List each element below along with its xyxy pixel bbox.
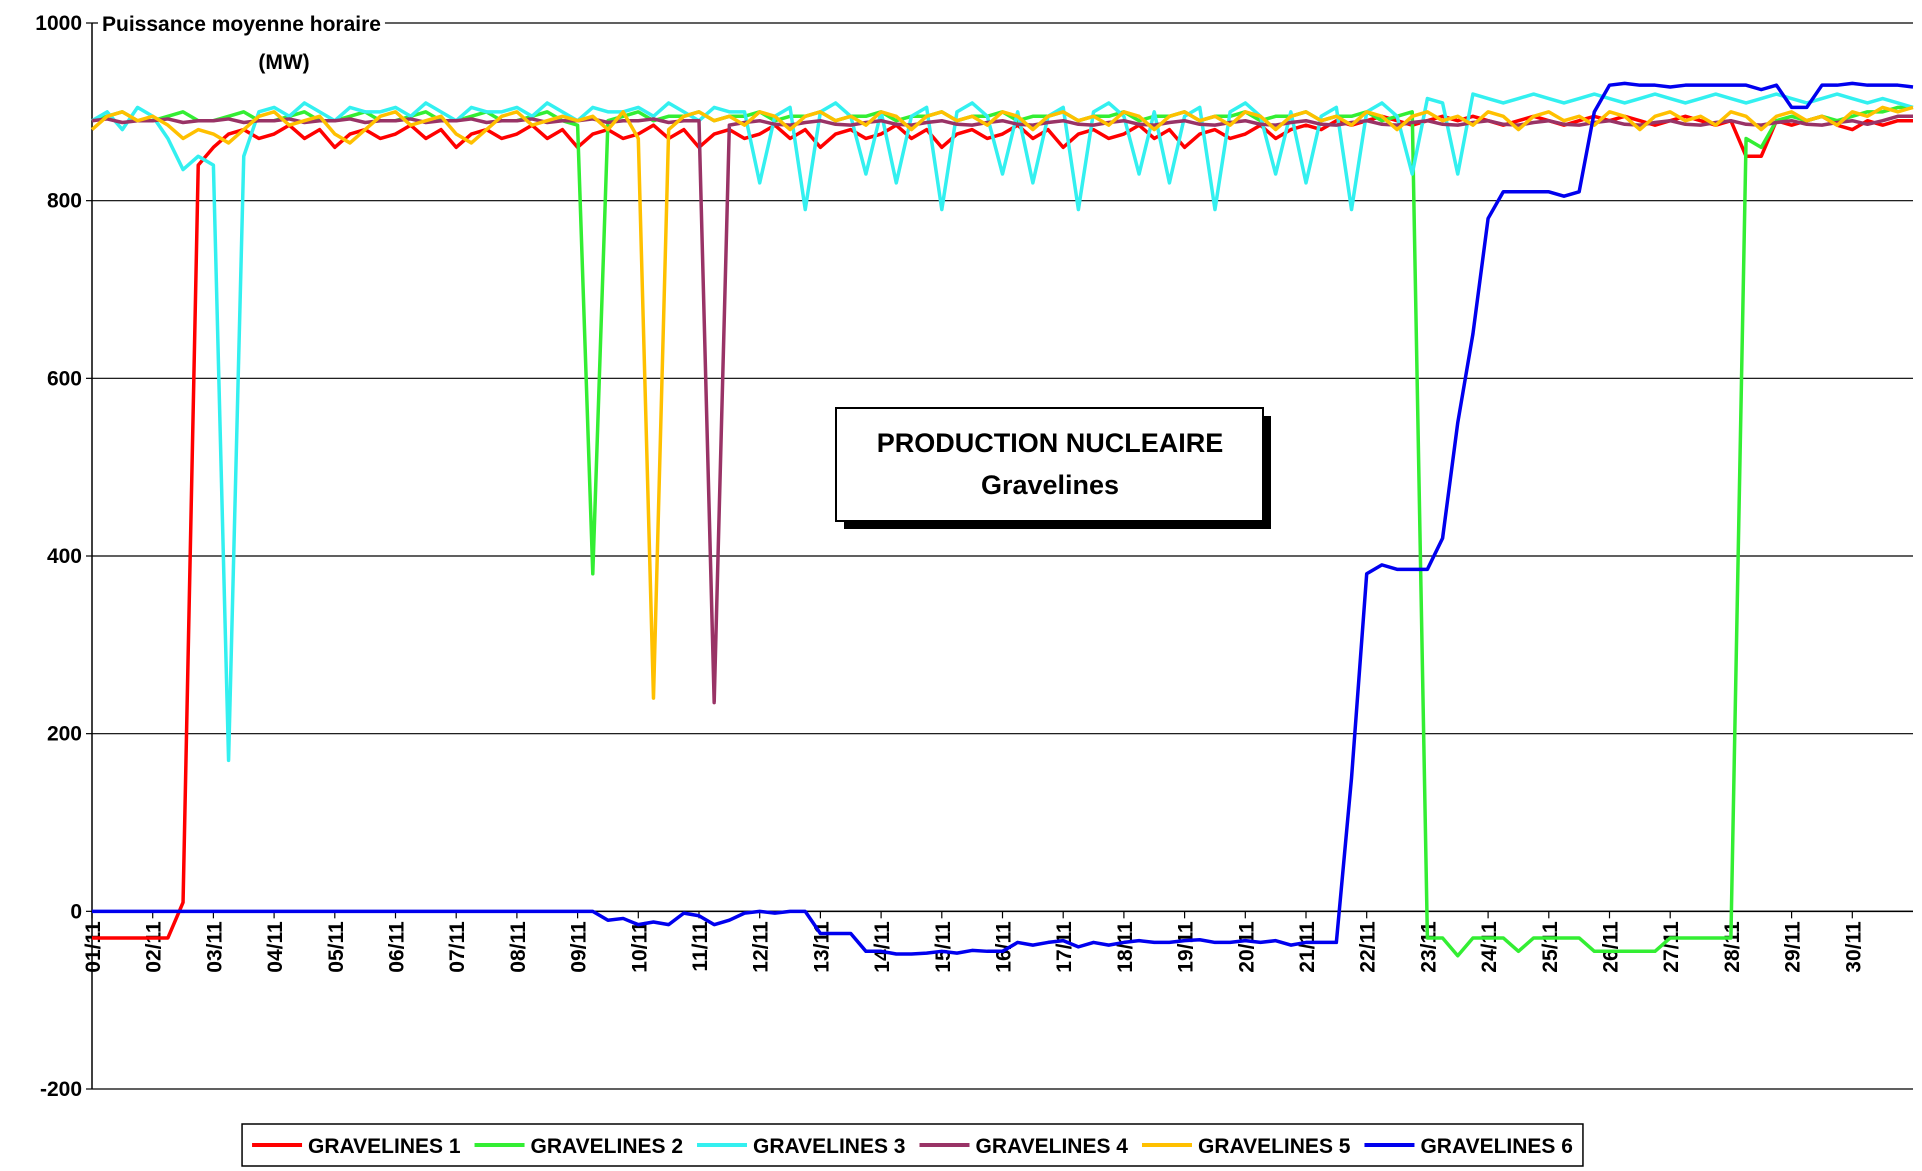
x-tick-label: 26/11 bbox=[1600, 921, 1623, 973]
series-line bbox=[90, 105, 1914, 700]
x-tick-label: 03/11 bbox=[203, 921, 226, 973]
plot-lines bbox=[90, 81, 1914, 958]
x-tick-label: 04/11 bbox=[264, 921, 287, 973]
legend: GRAVELINES 1 GRAVELINES 2 GRAVELINES 3 GRAV… bbox=[241, 1123, 1584, 1167]
x-tick-label: 20/11 bbox=[1235, 921, 1258, 973]
x-tick-label: 13/11 bbox=[810, 921, 833, 973]
y-axis-title: Puissance moyenne horaire bbox=[102, 13, 381, 36]
x-tick-label: 23/11 bbox=[1417, 921, 1440, 973]
x-tick-label: 01/11 bbox=[82, 921, 105, 973]
x-tick-label: 19/11 bbox=[1175, 921, 1198, 973]
legend-label: GRAVELINES 1 bbox=[308, 1135, 461, 1158]
title-box: PRODUCTION NUCLEAIRE Gravelines bbox=[835, 407, 1271, 529]
legend-label: GRAVELINES 6 bbox=[1420, 1135, 1572, 1158]
x-tick-label: 30/11 bbox=[1842, 921, 1865, 973]
y-tick-label: 800 bbox=[47, 190, 82, 213]
x-tick-label: 28/11 bbox=[1721, 921, 1744, 973]
x-tick-label: 08/11 bbox=[507, 921, 530, 973]
y-axis-title-backing bbox=[98, 13, 385, 36]
x-tick-label: 24/11 bbox=[1478, 921, 1501, 973]
x-tick-label: 06/11 bbox=[386, 921, 409, 973]
x-axis: 01/11 02/11 03/11 04/11 05/11 06/11 07/11 08/11… bbox=[82, 910, 1913, 973]
x-tick-label: 17/11 bbox=[1053, 921, 1076, 973]
y-tick-label: 0 bbox=[70, 900, 82, 923]
chart-title: PRODUCTION NUCLEAIRE bbox=[877, 428, 1224, 458]
y-tick-label: -200 bbox=[40, 1078, 82, 1101]
x-tick-label: 09/11 bbox=[568, 921, 591, 973]
x-tick-label: 07/11 bbox=[446, 921, 469, 973]
x-tick-label: 11/11 bbox=[689, 921, 712, 972]
chart-subtitle: Gravelines bbox=[981, 470, 1119, 500]
y-axis: -200 0 200 400 600 800 1000 Puissance moyenne h… bbox=[35, 12, 385, 1101]
x-tick-label: 14/11 bbox=[871, 921, 894, 973]
y-tick-label: 1000 bbox=[35, 12, 82, 35]
legend-label: GRAVELINES 2 bbox=[531, 1135, 683, 1158]
series-line bbox=[91, 114, 1913, 705]
series-line bbox=[91, 92, 1914, 763]
x-tick-label: 12/11 bbox=[750, 921, 773, 973]
legend-frame bbox=[241, 1123, 1584, 1167]
x-tick-label: 21/11 bbox=[1296, 921, 1319, 973]
legend-label: GRAVELINES 4 bbox=[976, 1135, 1129, 1158]
x-tick-label: 15/11 bbox=[932, 921, 955, 973]
x-tick-label: 29/11 bbox=[1782, 921, 1805, 973]
x-tick-label: 27/11 bbox=[1660, 921, 1683, 973]
x-tick-label: 05/11 bbox=[325, 921, 348, 973]
title-box-frame bbox=[835, 407, 1264, 522]
x-tick-label: 22/11 bbox=[1357, 921, 1380, 973]
x-tick-label: 10/11 bbox=[628, 921, 651, 973]
y-tick-label: 600 bbox=[47, 367, 82, 390]
x-tick-label: 02/11 bbox=[143, 921, 166, 973]
series-line bbox=[92, 81, 1914, 956]
y-axis-title: (MW) bbox=[258, 51, 309, 74]
x-tick-label: 25/11 bbox=[1539, 921, 1562, 973]
x-tick-label: 16/11 bbox=[993, 921, 1016, 973]
legend-label: GRAVELINES 3 bbox=[753, 1135, 905, 1158]
legend-label: GRAVELINES 5 bbox=[1198, 1135, 1351, 1158]
x-tick-label: 18/11 bbox=[1114, 921, 1137, 973]
y-tick-label: 400 bbox=[47, 545, 82, 568]
y-tick-label: 200 bbox=[47, 723, 82, 746]
